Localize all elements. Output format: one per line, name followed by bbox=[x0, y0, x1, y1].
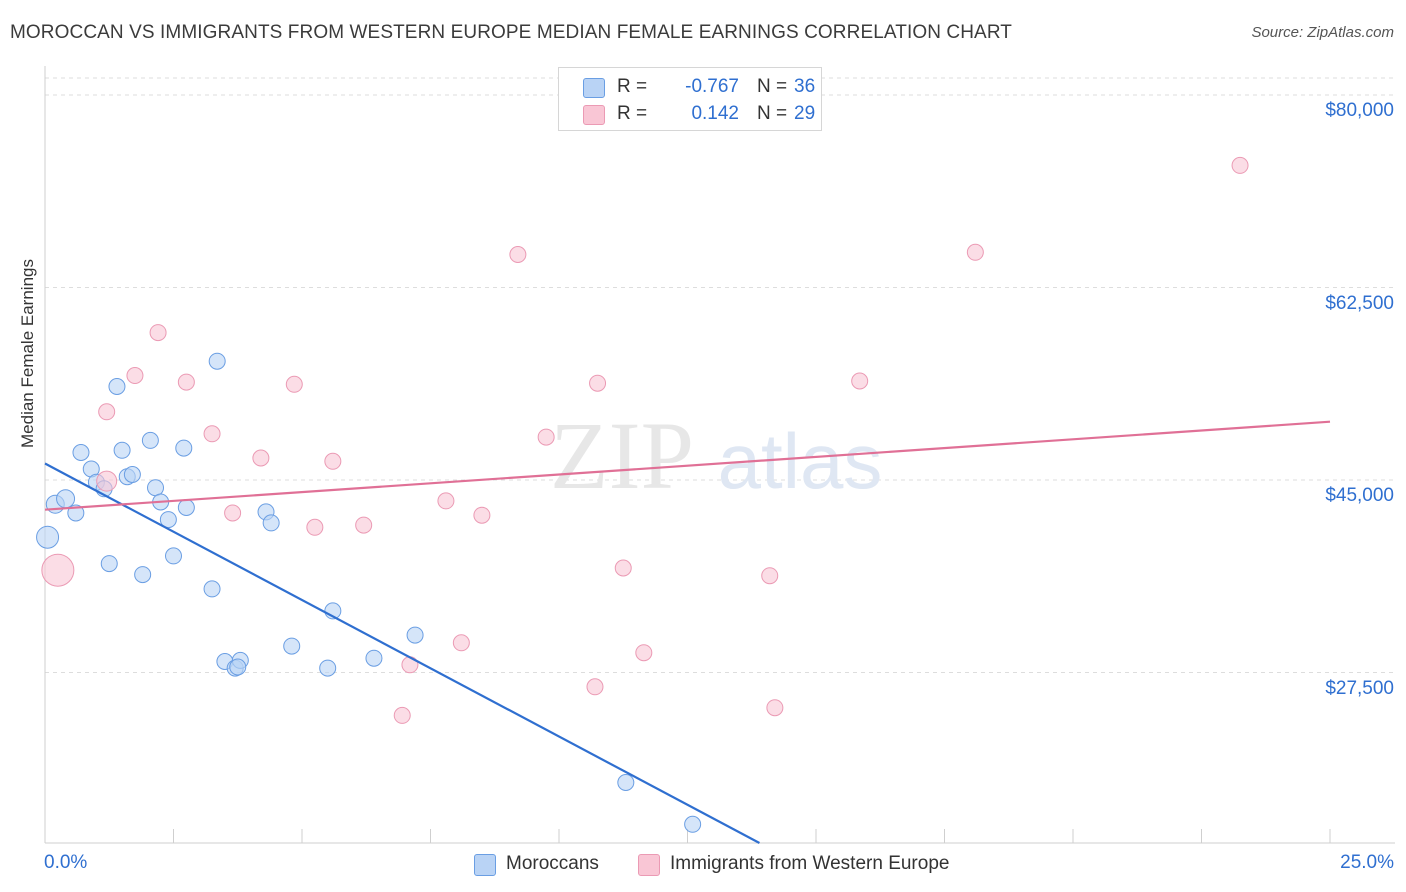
western-europe-point bbox=[614, 559, 632, 577]
western-europe-point bbox=[589, 374, 607, 392]
moroccans-point bbox=[72, 444, 90, 461]
moroccans-point bbox=[262, 514, 280, 532]
legend-n-label: N = bbox=[757, 103, 788, 124]
moroccans-point bbox=[319, 659, 337, 677]
moroccans-point bbox=[208, 352, 226, 370]
moroccans-point bbox=[283, 637, 301, 655]
western-europe-point bbox=[355, 516, 373, 534]
grid-lines bbox=[45, 77, 1395, 673]
y-tick-label: $45,000 bbox=[1325, 485, 1394, 506]
chart-title: MOROCCAN VS IMMIGRANTS FROM WESTERN EURO… bbox=[10, 22, 1013, 43]
moroccans-point bbox=[67, 504, 85, 522]
western-europe-point bbox=[537, 428, 555, 446]
legend-swatch-blue bbox=[583, 78, 605, 98]
y-axis-label: Median Female Earnings bbox=[18, 259, 37, 448]
western-europe-point bbox=[509, 246, 527, 263]
moroccans-point bbox=[147, 479, 165, 497]
western-europe-point bbox=[98, 403, 116, 421]
axes bbox=[44, 66, 1395, 844]
trend-lines bbox=[44, 420, 1331, 844]
legend-swatch-blue bbox=[474, 854, 496, 876]
western-europe-point bbox=[324, 452, 342, 470]
moroccans-point bbox=[365, 649, 383, 667]
y-tick-label: $27,500 bbox=[1325, 677, 1394, 699]
data-points bbox=[36, 156, 1249, 833]
moroccans-point bbox=[165, 547, 182, 565]
moroccans-point bbox=[203, 580, 221, 598]
western-europe-point bbox=[203, 425, 221, 443]
moroccans-point bbox=[108, 378, 126, 395]
legend-n-label: N = bbox=[757, 76, 788, 97]
western-europe-point bbox=[473, 506, 491, 524]
x-tick-label-max: 25.0% bbox=[1340, 852, 1394, 873]
legend-swatch-pink bbox=[638, 854, 660, 876]
legend-label-western-europe: Immigrants from Western Europe bbox=[670, 853, 950, 874]
western-europe-point bbox=[285, 375, 303, 393]
legend-n-value: 29 bbox=[794, 103, 816, 124]
moroccans-point bbox=[229, 658, 247, 676]
moroccans-trend-line bbox=[44, 462, 760, 844]
legend-r-label: R = bbox=[617, 76, 648, 97]
western-europe-point bbox=[586, 678, 604, 696]
western-europe-point bbox=[224, 504, 242, 522]
western-europe-point bbox=[393, 706, 411, 724]
source-label: Source: ZipAtlas.com bbox=[1251, 24, 1394, 41]
moroccans-point bbox=[159, 511, 177, 529]
moroccans-point bbox=[406, 626, 424, 644]
legend-r-value: 0.142 bbox=[691, 103, 739, 124]
legend-r-value: -0.767 bbox=[685, 76, 739, 97]
moroccans-point bbox=[100, 555, 118, 573]
western-europe-point bbox=[766, 699, 784, 717]
western-europe-point bbox=[761, 567, 779, 585]
moroccans-point bbox=[175, 439, 193, 457]
moroccans-point bbox=[113, 441, 131, 459]
western-europe-point bbox=[437, 492, 455, 510]
legend-n-value: 36 bbox=[794, 76, 816, 97]
moroccans-point bbox=[141, 431, 159, 449]
western-europe-point bbox=[149, 324, 167, 342]
legend-swatch-pink bbox=[583, 105, 605, 125]
western-europe-point bbox=[452, 634, 470, 652]
western-europe-point bbox=[41, 553, 75, 587]
western-europe-point bbox=[635, 644, 653, 662]
western-europe-point bbox=[966, 243, 984, 261]
moroccans-point bbox=[123, 466, 141, 483]
stats-legend: R = -0.767 N = 36 R = 0.142 N = 29 bbox=[558, 67, 822, 131]
legend-label-moroccans: Moroccans bbox=[506, 853, 599, 874]
western-europe-point bbox=[252, 449, 270, 467]
western-europe-point bbox=[306, 518, 324, 536]
western-europe-point bbox=[177, 373, 195, 391]
y-tick-label: $62,500 bbox=[1325, 292, 1394, 314]
moroccans-point bbox=[36, 525, 60, 549]
x-tick-label-min: 0.0% bbox=[44, 852, 88, 873]
western-europe-point bbox=[1231, 156, 1249, 174]
moroccans-point bbox=[177, 499, 195, 516]
western-europe-trend-line bbox=[44, 420, 1331, 511]
watermark-zip: ZIP bbox=[550, 402, 694, 509]
moroccans-point bbox=[684, 815, 702, 833]
western-europe-point bbox=[126, 367, 144, 384]
moroccans-point bbox=[134, 566, 152, 584]
western-europe-point bbox=[96, 470, 118, 492]
moroccans-point bbox=[56, 489, 76, 509]
moroccans-point bbox=[617, 774, 635, 791]
y-tick-label: $80,000 bbox=[1325, 100, 1394, 121]
western-europe-point bbox=[851, 372, 869, 390]
legend-r-label: R = bbox=[617, 103, 648, 124]
